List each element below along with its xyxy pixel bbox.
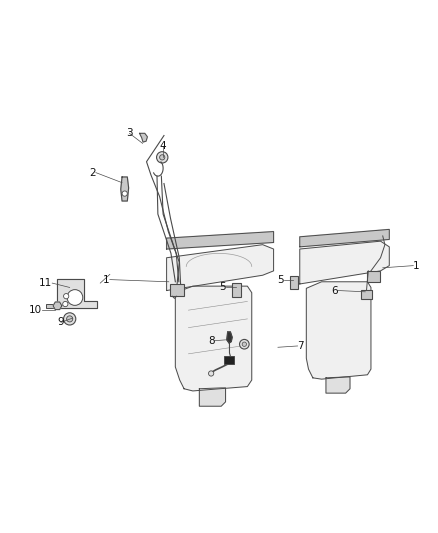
Circle shape: [156, 152, 168, 163]
Circle shape: [159, 155, 165, 160]
Text: 10: 10: [29, 305, 42, 315]
Polygon shape: [199, 388, 226, 406]
Text: 2: 2: [89, 168, 96, 177]
Bar: [46, 304, 55, 308]
Text: 11: 11: [39, 278, 52, 288]
Bar: [290, 276, 298, 289]
Text: 1: 1: [103, 274, 110, 285]
Polygon shape: [227, 332, 232, 343]
Polygon shape: [326, 377, 350, 393]
Circle shape: [242, 342, 247, 346]
Circle shape: [122, 191, 127, 196]
Circle shape: [208, 371, 214, 376]
Polygon shape: [166, 231, 274, 249]
Polygon shape: [121, 177, 129, 201]
Polygon shape: [300, 241, 389, 284]
Bar: [170, 284, 184, 296]
Text: 6: 6: [331, 286, 338, 295]
Polygon shape: [175, 286, 252, 391]
Bar: [367, 271, 380, 282]
Circle shape: [67, 289, 83, 305]
Polygon shape: [300, 229, 389, 247]
Text: 1: 1: [413, 261, 420, 271]
Bar: [224, 356, 234, 364]
Text: 8: 8: [208, 336, 215, 346]
Circle shape: [64, 294, 69, 299]
Bar: [232, 282, 241, 297]
Circle shape: [240, 340, 249, 349]
Bar: [361, 289, 372, 299]
Text: 5: 5: [219, 282, 226, 293]
Text: 3: 3: [126, 128, 133, 139]
Circle shape: [63, 302, 68, 306]
Text: 7: 7: [297, 341, 304, 351]
Text: 4: 4: [160, 141, 166, 151]
Polygon shape: [57, 279, 97, 309]
Text: 9: 9: [58, 317, 64, 327]
Polygon shape: [140, 133, 148, 142]
Circle shape: [64, 313, 76, 325]
Polygon shape: [53, 302, 62, 310]
Polygon shape: [166, 245, 274, 290]
Polygon shape: [306, 282, 371, 379]
Text: 5: 5: [277, 274, 284, 285]
Circle shape: [67, 316, 73, 322]
